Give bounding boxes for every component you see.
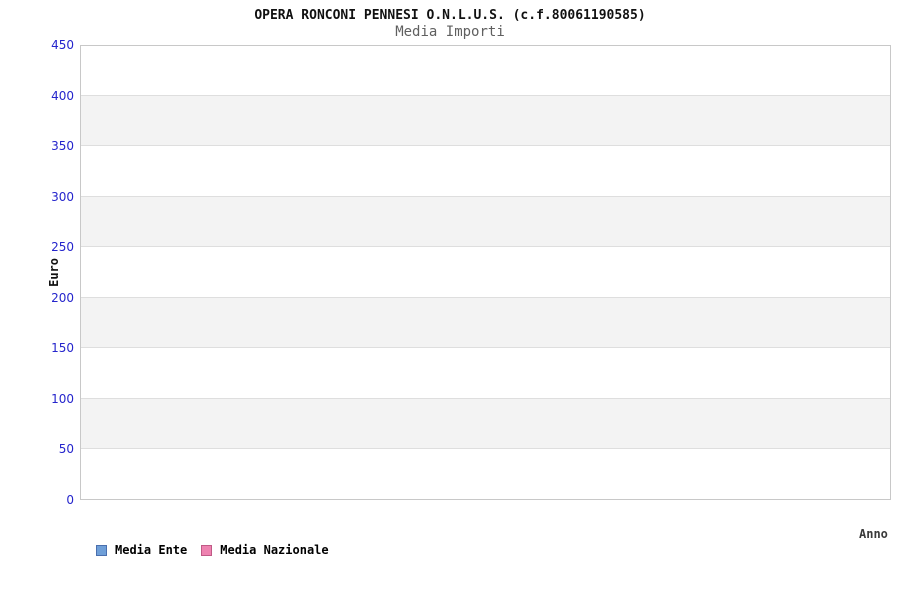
grid-band <box>80 297 891 349</box>
y-axis-tick-label: 0 <box>66 493 74 507</box>
plot-area: 0 50 100 150 200 250 300 350 400 450 <box>51 38 891 507</box>
gridline <box>80 195 891 197</box>
chart-subtitle: Media Importi <box>395 24 505 40</box>
y-axis-title-wrap: Euro <box>46 45 62 500</box>
y-axis-title: Euro <box>47 258 61 287</box>
gridline <box>80 347 891 349</box>
y-axis-tick-label: 200 <box>51 290 74 305</box>
y-axis-tick-label: 450 <box>51 38 74 52</box>
gridline <box>80 246 891 248</box>
grid-band <box>80 196 891 248</box>
legend-item-media-ente: Media Ente <box>96 543 187 557</box>
y-axis-tick-label: 350 <box>51 139 74 154</box>
y-axis-tick-label: 50 <box>58 442 74 457</box>
legend-item-media-nazionale: Media Nazionale <box>201 543 329 557</box>
y-axis-tick-label: 100 <box>51 391 74 406</box>
chart-title: OPERA RONCONI PENNESI O.N.L.U.S. (c.f.80… <box>254 8 646 23</box>
y-axis-tick-label: 250 <box>51 240 74 255</box>
legend-label-media-nazionale: Media Nazionale <box>220 543 329 557</box>
y-axis-tick-label: 400 <box>51 88 74 103</box>
grid-band <box>80 398 891 450</box>
gridline <box>80 296 891 298</box>
gridline <box>80 94 891 96</box>
x-axis-title: Anno <box>859 527 888 541</box>
legend-swatch-media-nazionale-icon <box>201 544 213 556</box>
y-axis-tick-label: 150 <box>51 341 74 356</box>
gridline <box>80 145 891 147</box>
gridline <box>80 448 891 450</box>
legend-swatch-media-ente-icon <box>96 544 107 556</box>
legend-label-media-ente: Media Ente <box>115 543 188 557</box>
y-axis-tick-label: 300 <box>51 189 74 204</box>
legend: Media Ente Media Nazionale <box>96 543 343 557</box>
gridline <box>80 397 891 399</box>
grid-band <box>80 95 891 147</box>
